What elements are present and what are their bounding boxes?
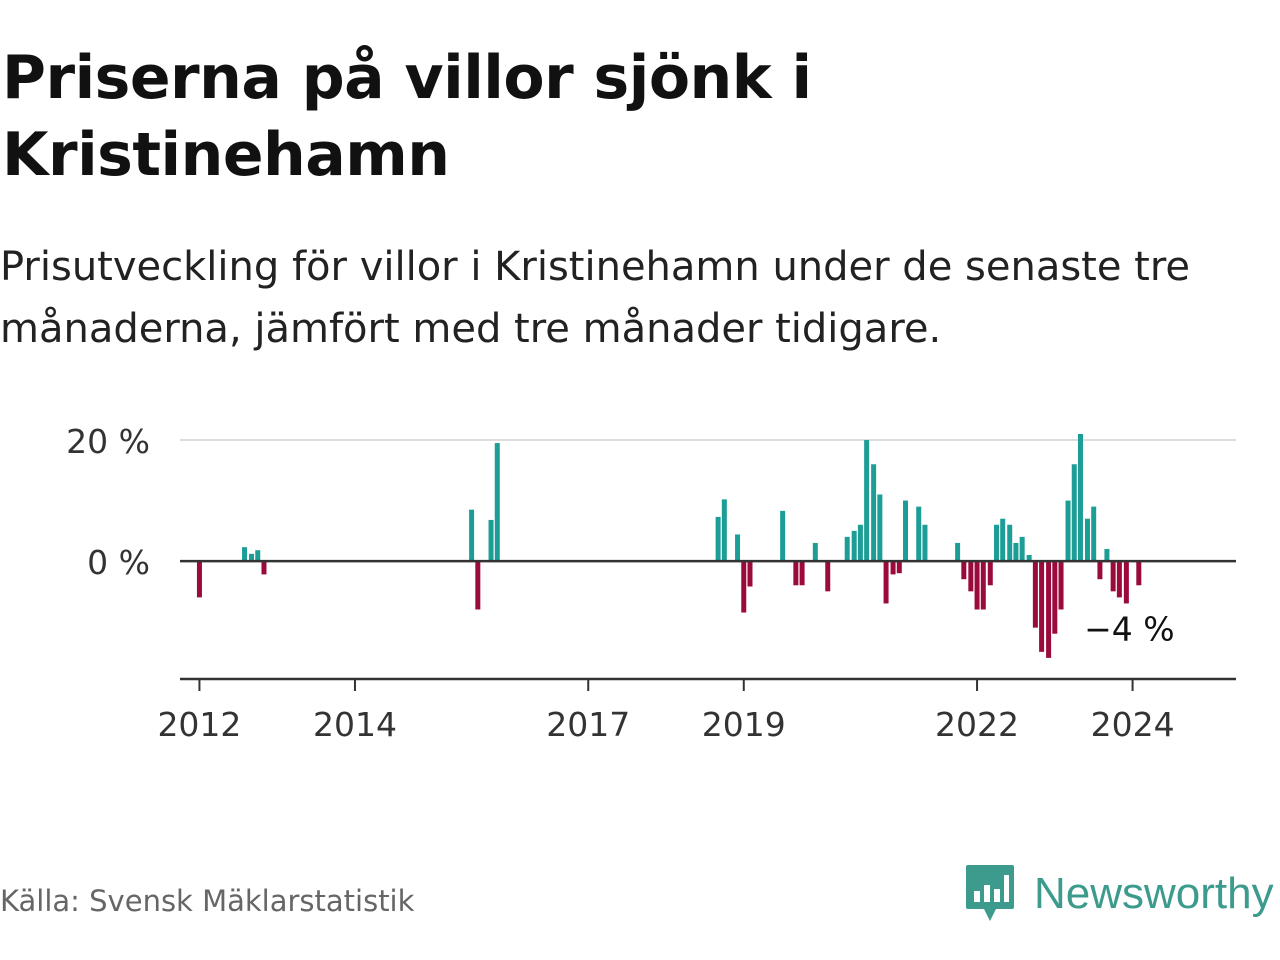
x-tick-label: 2014 [313, 705, 397, 744]
last-value-label: −4 % [1084, 609, 1175, 648]
y-tick-label: 0 % [87, 543, 150, 582]
data-bar [871, 464, 877, 562]
data-bar [1065, 500, 1071, 562]
data-bar [249, 553, 255, 562]
data-bar [1000, 518, 1006, 562]
data-bar [1136, 561, 1142, 586]
brand-logo[interactable]: Newsworthy [964, 862, 1274, 926]
data-bar [488, 519, 494, 562]
data-bar [793, 561, 799, 586]
y-axis-labels: 0 % 20 % [66, 422, 150, 582]
data-bar [1110, 561, 1116, 592]
data-bar [1032, 561, 1038, 628]
data-bar [747, 561, 753, 587]
data-bar [968, 561, 974, 592]
data-bar [1013, 542, 1019, 562]
chart-title: Priserna på villor sjönk i Kristinehamn [2, 43, 812, 190]
data-bar [916, 506, 922, 562]
source-note: Källa: Svensk Mäklarstatistik [0, 884, 415, 918]
chart-subtitle: Prisutveckling för villor i Kristinehamn… [0, 244, 1191, 352]
data-bar [799, 561, 805, 586]
data-bar [735, 534, 741, 562]
data-bar [242, 547, 248, 562]
data-bar [844, 536, 850, 562]
data-bar [475, 561, 481, 610]
data-bar [883, 561, 889, 604]
x-tick-label: 2012 [157, 705, 241, 744]
data-bar [825, 561, 831, 592]
axes [180, 559, 1236, 691]
x-axis-labels: 2012 2014 2017 2019 2022 2024 [157, 705, 1174, 744]
data-bar [1007, 524, 1013, 562]
x-tick-label: 2017 [546, 705, 630, 744]
data-bar [494, 443, 500, 562]
data-bar [922, 524, 928, 562]
data-bar [1052, 561, 1058, 634]
data-bar [1026, 555, 1032, 562]
data-bar [1097, 561, 1103, 580]
data-bar [812, 542, 818, 562]
data-bar [1058, 561, 1064, 610]
data-bar [877, 494, 883, 562]
data-bar [890, 561, 896, 575]
data-bar [987, 561, 993, 586]
data-bar [974, 561, 980, 610]
data-bar [993, 524, 999, 562]
data-bar [864, 440, 870, 562]
data-bar [955, 542, 961, 562]
data-bar [261, 561, 267, 575]
x-tick-label: 2024 [1091, 705, 1175, 744]
data-bar [1104, 548, 1110, 562]
data-bar [896, 561, 902, 574]
data-bar [980, 561, 986, 610]
data-bar [1084, 518, 1090, 562]
bar-chart-logo-icon [966, 865, 1014, 921]
annotations: −4 % [1084, 609, 1175, 648]
data-bar [469, 509, 475, 562]
y-tick-label: 20 % [66, 422, 150, 461]
brand-name: Newsworthy [1034, 869, 1274, 918]
x-tick-label: 2019 [702, 705, 786, 744]
data-bar [851, 530, 857, 562]
data-bar [857, 524, 863, 562]
bar-chart: 0 % 20 % 2012 2014 2017 2019 2022 2024 −4 % [66, 422, 1236, 744]
data-bar [255, 550, 261, 562]
data-bar [903, 500, 909, 562]
x-tick-label: 2022 [935, 705, 1019, 744]
data-bar [1071, 464, 1077, 562]
data-bar [196, 561, 202, 598]
data-bar [961, 561, 967, 580]
data-bar [1019, 536, 1025, 562]
data-bar [1091, 506, 1097, 562]
bars [196, 434, 1142, 658]
data-bar [715, 516, 721, 562]
data-bar [1046, 561, 1052, 658]
data-bar [1123, 561, 1129, 604]
data-bar [721, 499, 727, 562]
data-bar [1116, 561, 1122, 598]
data-bar [741, 561, 747, 613]
data-bar [1077, 434, 1083, 562]
data-bar [780, 510, 786, 562]
data-bar [1039, 561, 1045, 652]
